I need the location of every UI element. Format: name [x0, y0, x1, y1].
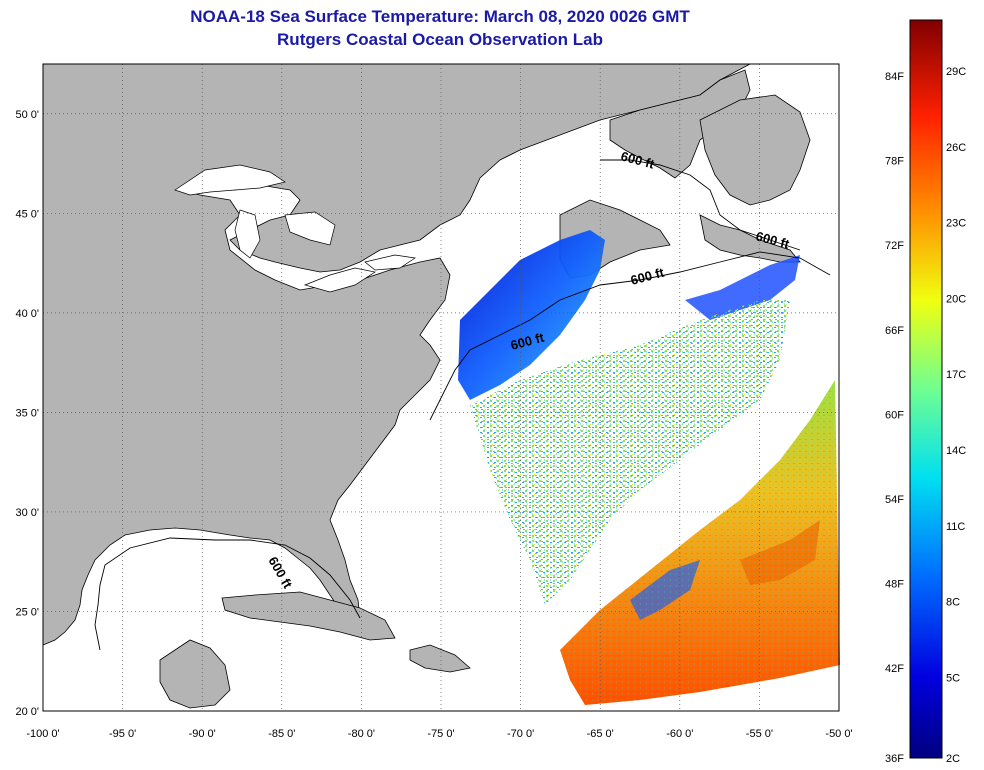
colorbar-c-label: 26C — [946, 142, 966, 154]
lat-tick-label: 30 0' — [15, 507, 39, 519]
colorbar-f-label: 42F — [885, 663, 904, 675]
colorbar-f-label: 60F — [885, 409, 904, 421]
lat-tick-label: 50 0' — [15, 109, 39, 121]
colorbar-f-label: 36F — [885, 753, 904, 765]
latitude-ticks: 20 0' 25 0' 30 0' 35 0' 40 0' 45 0' 50 0' — [15, 109, 39, 718]
map-subtitle: Rutgers Coastal Ocean Observation Lab — [277, 30, 603, 49]
colorbar-f-label: 72F — [885, 240, 904, 252]
lon-tick-label: -70 0' — [507, 728, 534, 740]
colorbar-c-label: 14C — [946, 445, 966, 457]
lat-tick-label: 35 0' — [15, 407, 39, 419]
graticule — [43, 64, 839, 711]
colorbar-f-label: 78F — [885, 156, 904, 168]
lon-tick-label: -90 0' — [189, 728, 216, 740]
colorbar-f-label: 54F — [885, 494, 904, 506]
colorbar-f-label: 66F — [885, 325, 904, 337]
lon-tick-label: -95 0' — [109, 728, 136, 740]
lat-tick-label: 45 0' — [15, 208, 39, 220]
lat-tick-label: 20 0' — [15, 706, 39, 718]
colorbar-fahrenheit-labels: 84F 78F 72F 66F 60F 54F 48F 42F 36F — [885, 71, 904, 765]
sst-swath — [458, 230, 840, 705]
lon-tick-label: -60 0' — [666, 728, 693, 740]
plot-frame — [42, 63, 840, 712]
lon-tick-label: -85 0' — [268, 728, 295, 740]
lon-tick-label: -50 0' — [825, 728, 852, 740]
lon-tick-label: -75 0' — [427, 728, 454, 740]
lon-tick-label: -100 0' — [26, 728, 59, 740]
lon-tick-label: -80 0' — [348, 728, 375, 740]
colorbar-c-label: 8C — [946, 597, 960, 609]
colorbar — [909, 19, 943, 759]
colorbar-c-label: 20C — [946, 293, 966, 305]
lon-tick-label: -65 0' — [587, 728, 614, 740]
map-title: NOAA-18 Sea Surface Temperature: March 0… — [190, 7, 690, 26]
colorbar-c-label: 29C — [946, 66, 966, 78]
colorbar-c-label: 5C — [946, 672, 960, 684]
colorbar-c-label: 17C — [946, 369, 966, 381]
longitude-ticks: -100 0' -95 0' -90 0' -85 0' -80 0' -75 0' -70… — [26, 728, 852, 740]
colorbar-c-label: 11C — [946, 521, 965, 533]
colorbar-f-label: 84F — [885, 71, 904, 83]
lat-tick-label: 40 0' — [15, 308, 39, 320]
colorbar-celsius-labels: 29C 26C 23C 20C 17C 14C 11C 8C 5C 2C — [946, 66, 966, 765]
colorbar-f-label: 48F — [885, 579, 904, 591]
depth-contour-600ft — [94, 159, 831, 651]
colorbar-c-label: 2C — [946, 753, 960, 765]
lon-tick-label: -55 0' — [746, 728, 773, 740]
colorbar-c-label: 23C — [946, 218, 966, 230]
lat-tick-label: 25 0' — [15, 606, 39, 618]
